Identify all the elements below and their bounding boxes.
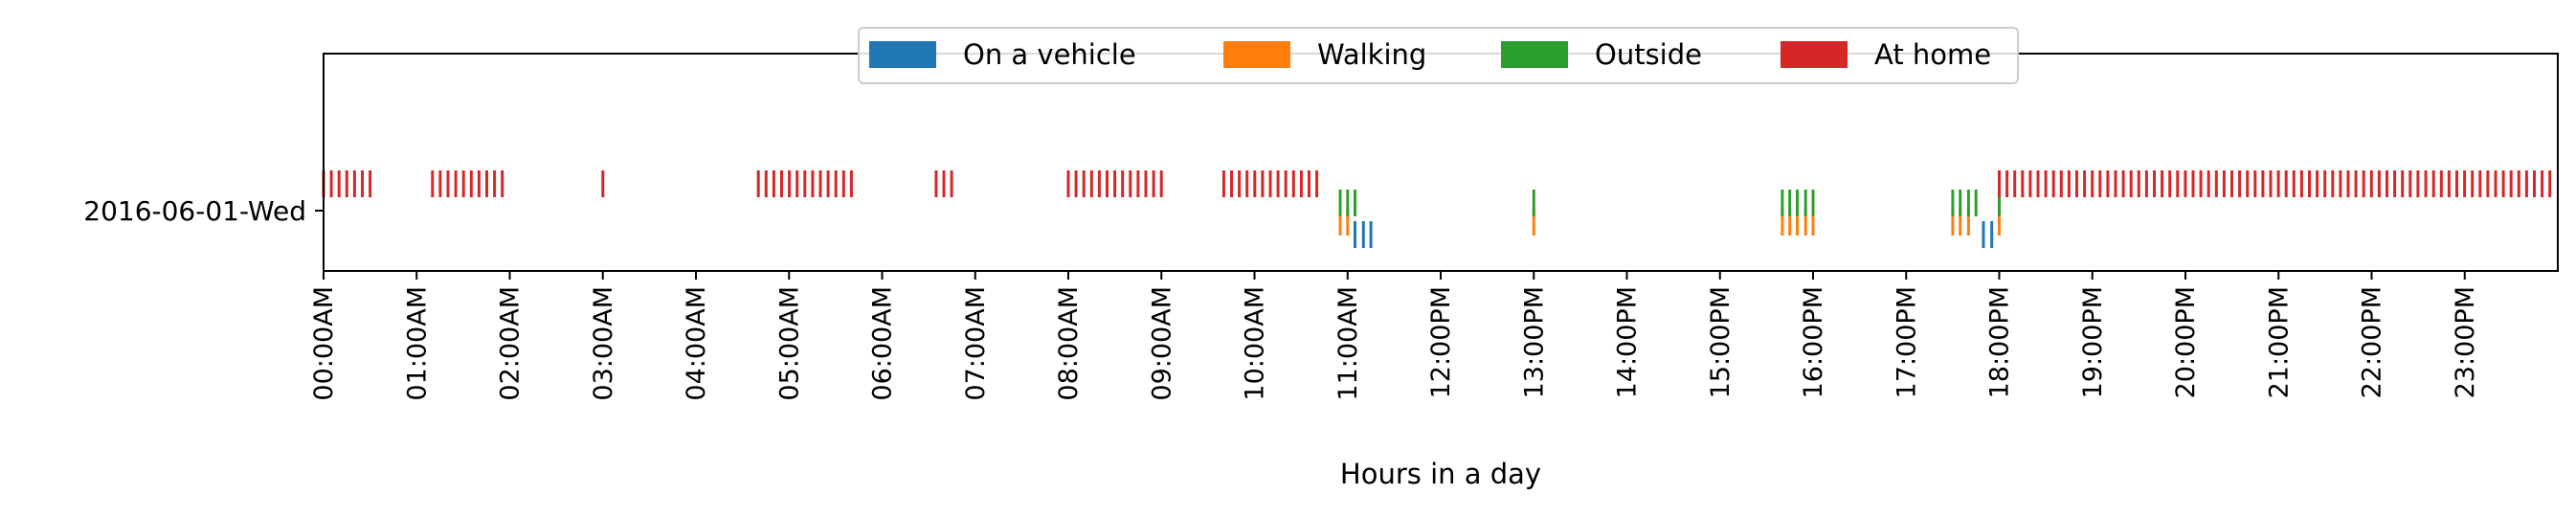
x-tick-label: 17:00PM [1892, 286, 1921, 398]
x-tick-label: 09:00AM [1147, 286, 1176, 401]
legend-box [858, 27, 2019, 84]
x-tick-label: 07:00AM [961, 286, 991, 401]
legend: On a vehicle Walking Outside At home [858, 27, 2019, 84]
legend-label: On a vehicle [963, 38, 1136, 71]
x-tick-label: 03:00AM [589, 286, 618, 401]
x-tick-label: 00:00AM [309, 286, 339, 401]
x-tick-label: 12:00PM [1426, 286, 1456, 398]
x-tick-label: 10:00AM [1241, 286, 1270, 401]
legend-swatch [1501, 41, 1568, 68]
y-tick-label: 2016-06-01-Wed [83, 195, 306, 227]
x-tick-label: 23:00PM [2451, 286, 2480, 398]
x-axis: 00:00AM 01:00AM 02:00AM 03:00AM 04:00AM 05:00… [309, 271, 2480, 401]
x-tick-label: 20:00PM [2171, 286, 2201, 398]
x-tick-label: 01:00AM [402, 286, 432, 401]
legend-label: Walking [1317, 38, 1426, 71]
legend-entry: Outside [1501, 38, 1702, 71]
legend-swatch [1781, 41, 1848, 68]
x-tick-label: 04:00AM [682, 286, 711, 401]
legend-entry: At home [1781, 38, 1991, 71]
x-tick-label: 13:00PM [1519, 286, 1549, 398]
x-tick-label: 08:00AM [1054, 286, 1084, 401]
x-tick-label: 22:00PM [2358, 286, 2387, 398]
x-axis-label: Hours in a day [1340, 458, 1541, 490]
x-tick-label: 21:00PM [2264, 286, 2294, 398]
x-tick-label: 06:00AM [868, 286, 898, 401]
x-tick-label: 15:00PM [1706, 286, 1736, 398]
legend-entry: On a vehicle [869, 38, 1136, 71]
x-tick-label: 11:00AM [1333, 286, 1363, 401]
legend-swatch [869, 41, 936, 68]
x-tick-label: 05:00AM [774, 286, 804, 401]
legend-entry: Walking [1223, 38, 1426, 71]
legend-label: Outside [1595, 38, 1702, 71]
y-axis: 2016-06-01-Wed [83, 195, 324, 227]
plot-frame [323, 53, 2559, 272]
x-tick-label: 19:00PM [2078, 286, 2108, 398]
x-tick-label: 02:00AM [496, 286, 526, 401]
x-tick-label: 16:00PM [1799, 286, 1828, 398]
legend-label: At home [1874, 38, 1991, 71]
plot-marks [322, 170, 2552, 248]
x-tick-label: 14:00PM [1613, 286, 1643, 398]
x-tick-label: 18:00PM [1985, 286, 2015, 398]
legend-swatch [1223, 41, 1290, 68]
